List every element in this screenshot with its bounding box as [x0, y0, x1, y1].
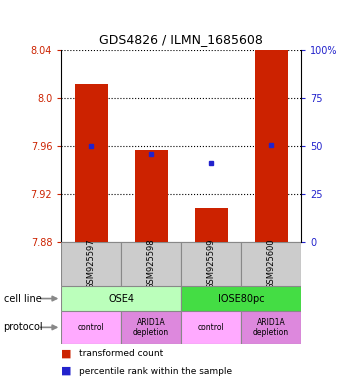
Bar: [181, 286, 301, 311]
Text: GSM925600: GSM925600: [267, 239, 275, 289]
Bar: [121, 311, 181, 344]
Bar: [181, 311, 241, 344]
Bar: [61, 242, 121, 286]
Bar: [181, 242, 241, 286]
Bar: [241, 311, 301, 344]
Text: percentile rank within the sample: percentile rank within the sample: [79, 367, 232, 376]
Bar: [75, 83, 108, 242]
Bar: [254, 50, 287, 242]
Text: control: control: [78, 323, 105, 332]
Text: ARID1A
depletion: ARID1A depletion: [253, 318, 289, 337]
Text: ■: ■: [61, 366, 72, 376]
Bar: [61, 311, 121, 344]
Text: protocol: protocol: [4, 322, 43, 333]
Text: cell line: cell line: [4, 293, 41, 304]
Bar: [195, 208, 228, 242]
Text: ARID1A
depletion: ARID1A depletion: [133, 318, 169, 337]
Title: GDS4826 / ILMN_1685608: GDS4826 / ILMN_1685608: [99, 33, 263, 46]
Text: GSM925598: GSM925598: [147, 239, 156, 289]
Text: control: control: [198, 323, 224, 332]
Text: GSM925597: GSM925597: [87, 239, 96, 289]
Bar: [61, 286, 181, 311]
Text: transformed count: transformed count: [79, 349, 163, 358]
Bar: [121, 242, 181, 286]
Bar: [135, 149, 168, 242]
Text: ■: ■: [61, 349, 72, 359]
Bar: [241, 242, 301, 286]
Text: OSE4: OSE4: [108, 293, 134, 304]
Text: IOSE80pc: IOSE80pc: [218, 293, 264, 304]
Text: GSM925599: GSM925599: [206, 239, 216, 289]
